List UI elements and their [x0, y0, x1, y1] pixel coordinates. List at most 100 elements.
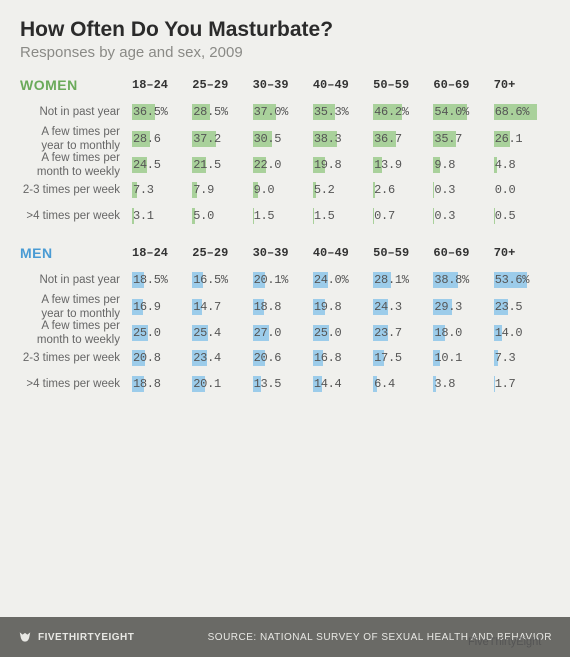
data-cell: 20.1 — [192, 374, 248, 394]
column-header: 30–39 — [253, 246, 309, 260]
value-label: 24.3 — [373, 300, 402, 314]
row-label: 2-3 times per week — [20, 351, 128, 365]
value-label: 16.5% — [192, 273, 228, 287]
row-label: Not in past year — [20, 273, 128, 287]
page-title: How Often Do You Masturbate? — [20, 18, 550, 42]
data-cell: 19.8 — [313, 155, 369, 175]
data-cell: 21.5 — [192, 155, 248, 175]
value-label: 7.3 — [132, 183, 154, 197]
column-header: 40–49 — [313, 78, 369, 92]
data-row: A few times per year to monthly28.637.23… — [20, 125, 550, 151]
data-row: Not in past year 36.5%28.5%37.0%35.3%46.2… — [20, 99, 550, 125]
value-label: 5.0 — [192, 209, 214, 223]
section-men: MEN18–2425–2930–3940–4950–5960–6970+Not … — [20, 245, 550, 397]
data-cell: 14.4 — [313, 374, 369, 394]
value-label: 53.6% — [494, 273, 530, 287]
section-header-row: WOMEN18–2425–2930–3940–4950–5960–6970+ — [20, 77, 550, 93]
data-cell: 38.8% — [433, 270, 489, 290]
data-cell: 6.4 — [373, 374, 429, 394]
column-header: 60–69 — [433, 246, 489, 260]
value-label: 18.5% — [132, 273, 168, 287]
data-cell: 9.8 — [433, 155, 489, 175]
data-cell: 0.7 — [373, 206, 429, 226]
data-cell: 0.3 — [433, 206, 489, 226]
value-label: 23.5 — [494, 300, 523, 314]
chart-container: How Often Do You Masturbate? Responses b… — [0, 0, 570, 617]
value-label: 22.0 — [253, 158, 282, 172]
value-label: 14.4 — [313, 377, 342, 391]
data-row: Not in past year 18.5% 16.5% 20.1% 24.0% 28.1… — [20, 267, 550, 293]
data-cell: 36.5% — [132, 102, 188, 122]
data-cell: 35.7 — [433, 129, 489, 149]
value-label: 0.0 — [494, 183, 516, 197]
data-cell: 18.0 — [433, 323, 489, 343]
brand-text: FIVETHIRTYEIGHT — [38, 632, 134, 643]
data-cell: 24.5 — [132, 155, 188, 175]
value-label: 28.6 — [132, 132, 161, 146]
page-subtitle: Responses by age and sex, 2009 — [20, 44, 550, 61]
value-label: 38.3 — [313, 132, 342, 146]
data-cell: 54.0% — [433, 102, 489, 122]
data-cell: 20.8 — [132, 348, 188, 368]
data-cell: 35.3% — [313, 102, 369, 122]
data-cell: 24.0% — [313, 270, 369, 290]
data-cell: 28.1% — [373, 270, 429, 290]
data-cell: 13.9 — [373, 155, 429, 175]
data-cell: 25.0 — [313, 323, 369, 343]
data-cell: 24.3 — [373, 297, 429, 317]
value-label: 14.7 — [192, 300, 221, 314]
data-cell: 27.0 — [253, 323, 309, 343]
column-header: 25–29 — [192, 78, 248, 92]
data-cell: 36.7 — [373, 129, 429, 149]
data-cell: 37.0% — [253, 102, 309, 122]
data-cell: 20.1% — [253, 270, 309, 290]
data-cell: 1.5 — [313, 206, 369, 226]
data-cell: 3.1 — [132, 206, 188, 226]
column-header: 50–59 — [373, 246, 429, 260]
value-label: 6.4 — [373, 377, 395, 391]
brand-logo: FIVETHIRTYEIGHT — [18, 630, 134, 644]
value-label: 16.8 — [313, 351, 342, 365]
value-label: 38.8% — [433, 273, 469, 287]
value-label: 16.9 — [132, 300, 161, 314]
value-label: 1.7 — [494, 377, 516, 391]
column-header: 50–59 — [373, 78, 429, 92]
data-row: >4 times per week18.820.113.514.46.43.81… — [20, 371, 550, 397]
value-label: 20.8 — [132, 351, 161, 365]
value-label: 25.4 — [192, 326, 221, 340]
section-label-women: WOMEN — [20, 77, 128, 93]
fox-icon — [18, 630, 32, 644]
data-cell: 3.8 — [433, 374, 489, 394]
data-cell: 18.5% — [132, 270, 188, 290]
value-label: 17.5 — [373, 351, 402, 365]
value-label: 24.5 — [132, 158, 161, 172]
data-cell: 23.4 — [192, 348, 248, 368]
data-cell: 28.5% — [192, 102, 248, 122]
data-cell: 20.6 — [253, 348, 309, 368]
value-label: 18.8 — [132, 377, 161, 391]
value-label: 20.6 — [253, 351, 282, 365]
value-label: 24.0% — [313, 273, 349, 287]
value-label: 19.8 — [313, 300, 342, 314]
data-cell: 7.3 — [494, 348, 550, 368]
data-cell: 23.7 — [373, 323, 429, 343]
value-label: 1.5 — [313, 209, 335, 223]
value-label: 4.8 — [494, 158, 516, 172]
data-row: A few times per month to weekly 25.0 25.4 2… — [20, 319, 550, 345]
data-cell: 18.8 — [253, 297, 309, 317]
value-label: 20.1 — [192, 377, 221, 391]
data-cell: 0.5 — [494, 206, 550, 226]
data-cell: 1.7 — [494, 374, 550, 394]
data-row: 2-3 times per week7.37.99.05.22.60.30.0 — [20, 177, 550, 203]
value-label: 7.9 — [192, 183, 214, 197]
value-label: 25.0 — [132, 326, 161, 340]
data-cell: 19.8 — [313, 297, 369, 317]
section-header-row: MEN18–2425–2930–3940–4950–5960–6970+ — [20, 245, 550, 261]
value-label: 28.1% — [373, 273, 409, 287]
data-cell: 10.1 — [433, 348, 489, 368]
data-cell: 46.2% — [373, 102, 429, 122]
value-label: 9.8 — [433, 158, 455, 172]
row-label: A few times per month to weekly — [20, 319, 128, 348]
row-label: Not in past year — [20, 105, 128, 119]
data-cell: 23.5 — [494, 297, 550, 317]
